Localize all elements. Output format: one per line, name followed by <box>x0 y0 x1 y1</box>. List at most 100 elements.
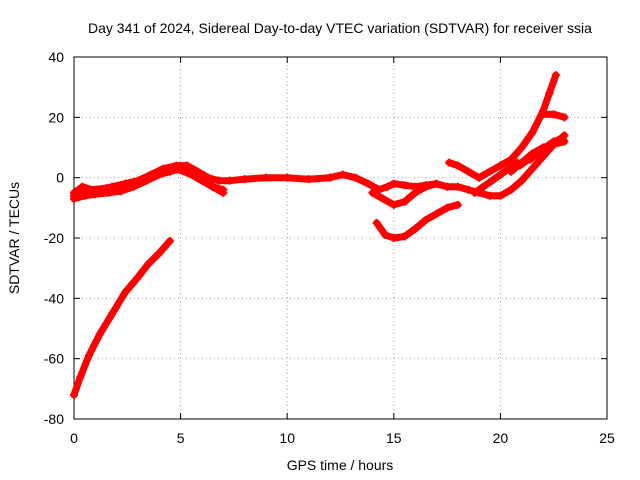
data-point-marker <box>176 166 185 175</box>
data-point-marker <box>383 182 392 191</box>
series-track-l <box>70 237 174 399</box>
data-point-marker <box>214 176 223 185</box>
data-point-marker <box>464 167 473 176</box>
data-point-marker <box>487 176 496 185</box>
data-point-marker <box>95 330 104 339</box>
data-point-marker <box>485 167 494 176</box>
series-track-h <box>539 110 569 122</box>
data-point-marker <box>121 288 130 297</box>
data-point-marker <box>470 188 479 197</box>
data-point-marker <box>485 191 494 200</box>
data-point-marker <box>551 71 560 80</box>
data-point-marker <box>133 273 142 282</box>
series-line <box>70 237 174 399</box>
data-point-marker <box>219 185 228 194</box>
data-point-marker <box>70 390 78 399</box>
series-track-c <box>70 164 228 200</box>
data-point-marker <box>368 188 377 197</box>
data-point-marker <box>549 110 558 119</box>
data-point-marker <box>443 182 452 191</box>
data-point-marker <box>496 170 505 179</box>
data-point-marker <box>165 164 174 173</box>
series-track-d <box>372 200 462 242</box>
data-point-marker <box>82 188 91 197</box>
data-point-marker <box>283 173 292 182</box>
data-point-marker <box>400 197 409 206</box>
data-point-marker <box>121 179 130 188</box>
series-line <box>373 201 462 242</box>
data-point-marker <box>84 351 93 360</box>
x-tick-label: 15 <box>386 430 402 446</box>
data-point-marker <box>155 167 164 176</box>
data-point-marker <box>453 161 462 170</box>
data-point-marker <box>208 182 217 191</box>
x-tick-label: 5 <box>177 430 185 446</box>
data-point-marker <box>108 309 117 318</box>
data-point-marker <box>526 155 535 164</box>
series-track-f <box>445 71 560 182</box>
data-point-marker <box>453 200 462 209</box>
data-point-marker <box>389 200 398 209</box>
data-point-marker <box>545 89 554 98</box>
y-tick-label: -60 <box>44 351 64 367</box>
data-point-marker <box>338 170 347 179</box>
data-point-marker <box>155 249 164 258</box>
y-axis-label: SDTVAR / TECUs <box>6 182 22 294</box>
data-point-marker <box>464 185 473 194</box>
x-tick-label: 25 <box>599 430 615 446</box>
x-axis-label: GPS time / hours <box>287 457 394 473</box>
y-tick-label: -20 <box>44 230 64 246</box>
data-point-marker <box>547 140 556 149</box>
x-tick-label: 10 <box>279 430 295 446</box>
data-point-marker <box>507 155 516 164</box>
data-point-marker <box>400 232 409 241</box>
y-tick-label: -40 <box>44 290 64 306</box>
data-point-marker <box>108 182 117 191</box>
data-point-marker <box>507 185 516 194</box>
data-point-marker <box>225 176 234 185</box>
data-point-marker <box>389 179 398 188</box>
data-point-marker <box>381 230 390 239</box>
data-point-marker <box>372 218 381 227</box>
data-point-marker <box>389 234 398 242</box>
data-point-marker <box>197 176 206 185</box>
data-point-marker <box>517 158 526 167</box>
plot-frame <box>73 56 608 420</box>
data-point-marker <box>445 158 454 167</box>
data-point-marker <box>558 137 567 146</box>
data-point-marker <box>479 182 488 191</box>
data-point-marker <box>432 179 441 188</box>
data-point-marker <box>517 143 526 152</box>
data-point-marker <box>475 173 484 182</box>
data-point-marker <box>187 170 196 179</box>
data-point-marker <box>517 176 526 185</box>
data-point-marker <box>364 179 373 188</box>
data-point-marker <box>432 209 441 218</box>
data-point-marker <box>539 152 548 161</box>
data-point-marker <box>95 185 104 194</box>
data-point-marker <box>411 224 420 233</box>
data-point-marker <box>165 237 174 246</box>
data-point-marker <box>144 259 153 268</box>
data-point-marker <box>325 173 334 182</box>
data-point-marker <box>144 173 153 182</box>
axis-ticks: 0 5 10 15 20 25 -80 -60 -40 -20 0 20 40 <box>44 49 615 446</box>
chart-title: Day 341 of 2024, Sidereal Day-to-day VTE… <box>88 20 592 36</box>
data-point-marker <box>536 146 545 155</box>
data-point-marker <box>453 182 462 191</box>
data-point-marker <box>78 182 87 191</box>
data-point-marker <box>507 167 516 176</box>
data-point-marker <box>76 372 85 381</box>
series-line <box>526 138 566 164</box>
data-point-marker <box>351 173 360 182</box>
data-point-marker <box>421 215 430 224</box>
data-point-marker <box>379 194 388 203</box>
y-tick-label: 20 <box>48 109 64 125</box>
data-point-marker <box>528 164 537 173</box>
data-point-marker <box>539 110 548 119</box>
series-line <box>445 71 560 182</box>
y-tick-label: 40 <box>48 49 64 65</box>
x-tick-label: 20 <box>493 430 509 446</box>
data-point-marker <box>443 203 452 212</box>
